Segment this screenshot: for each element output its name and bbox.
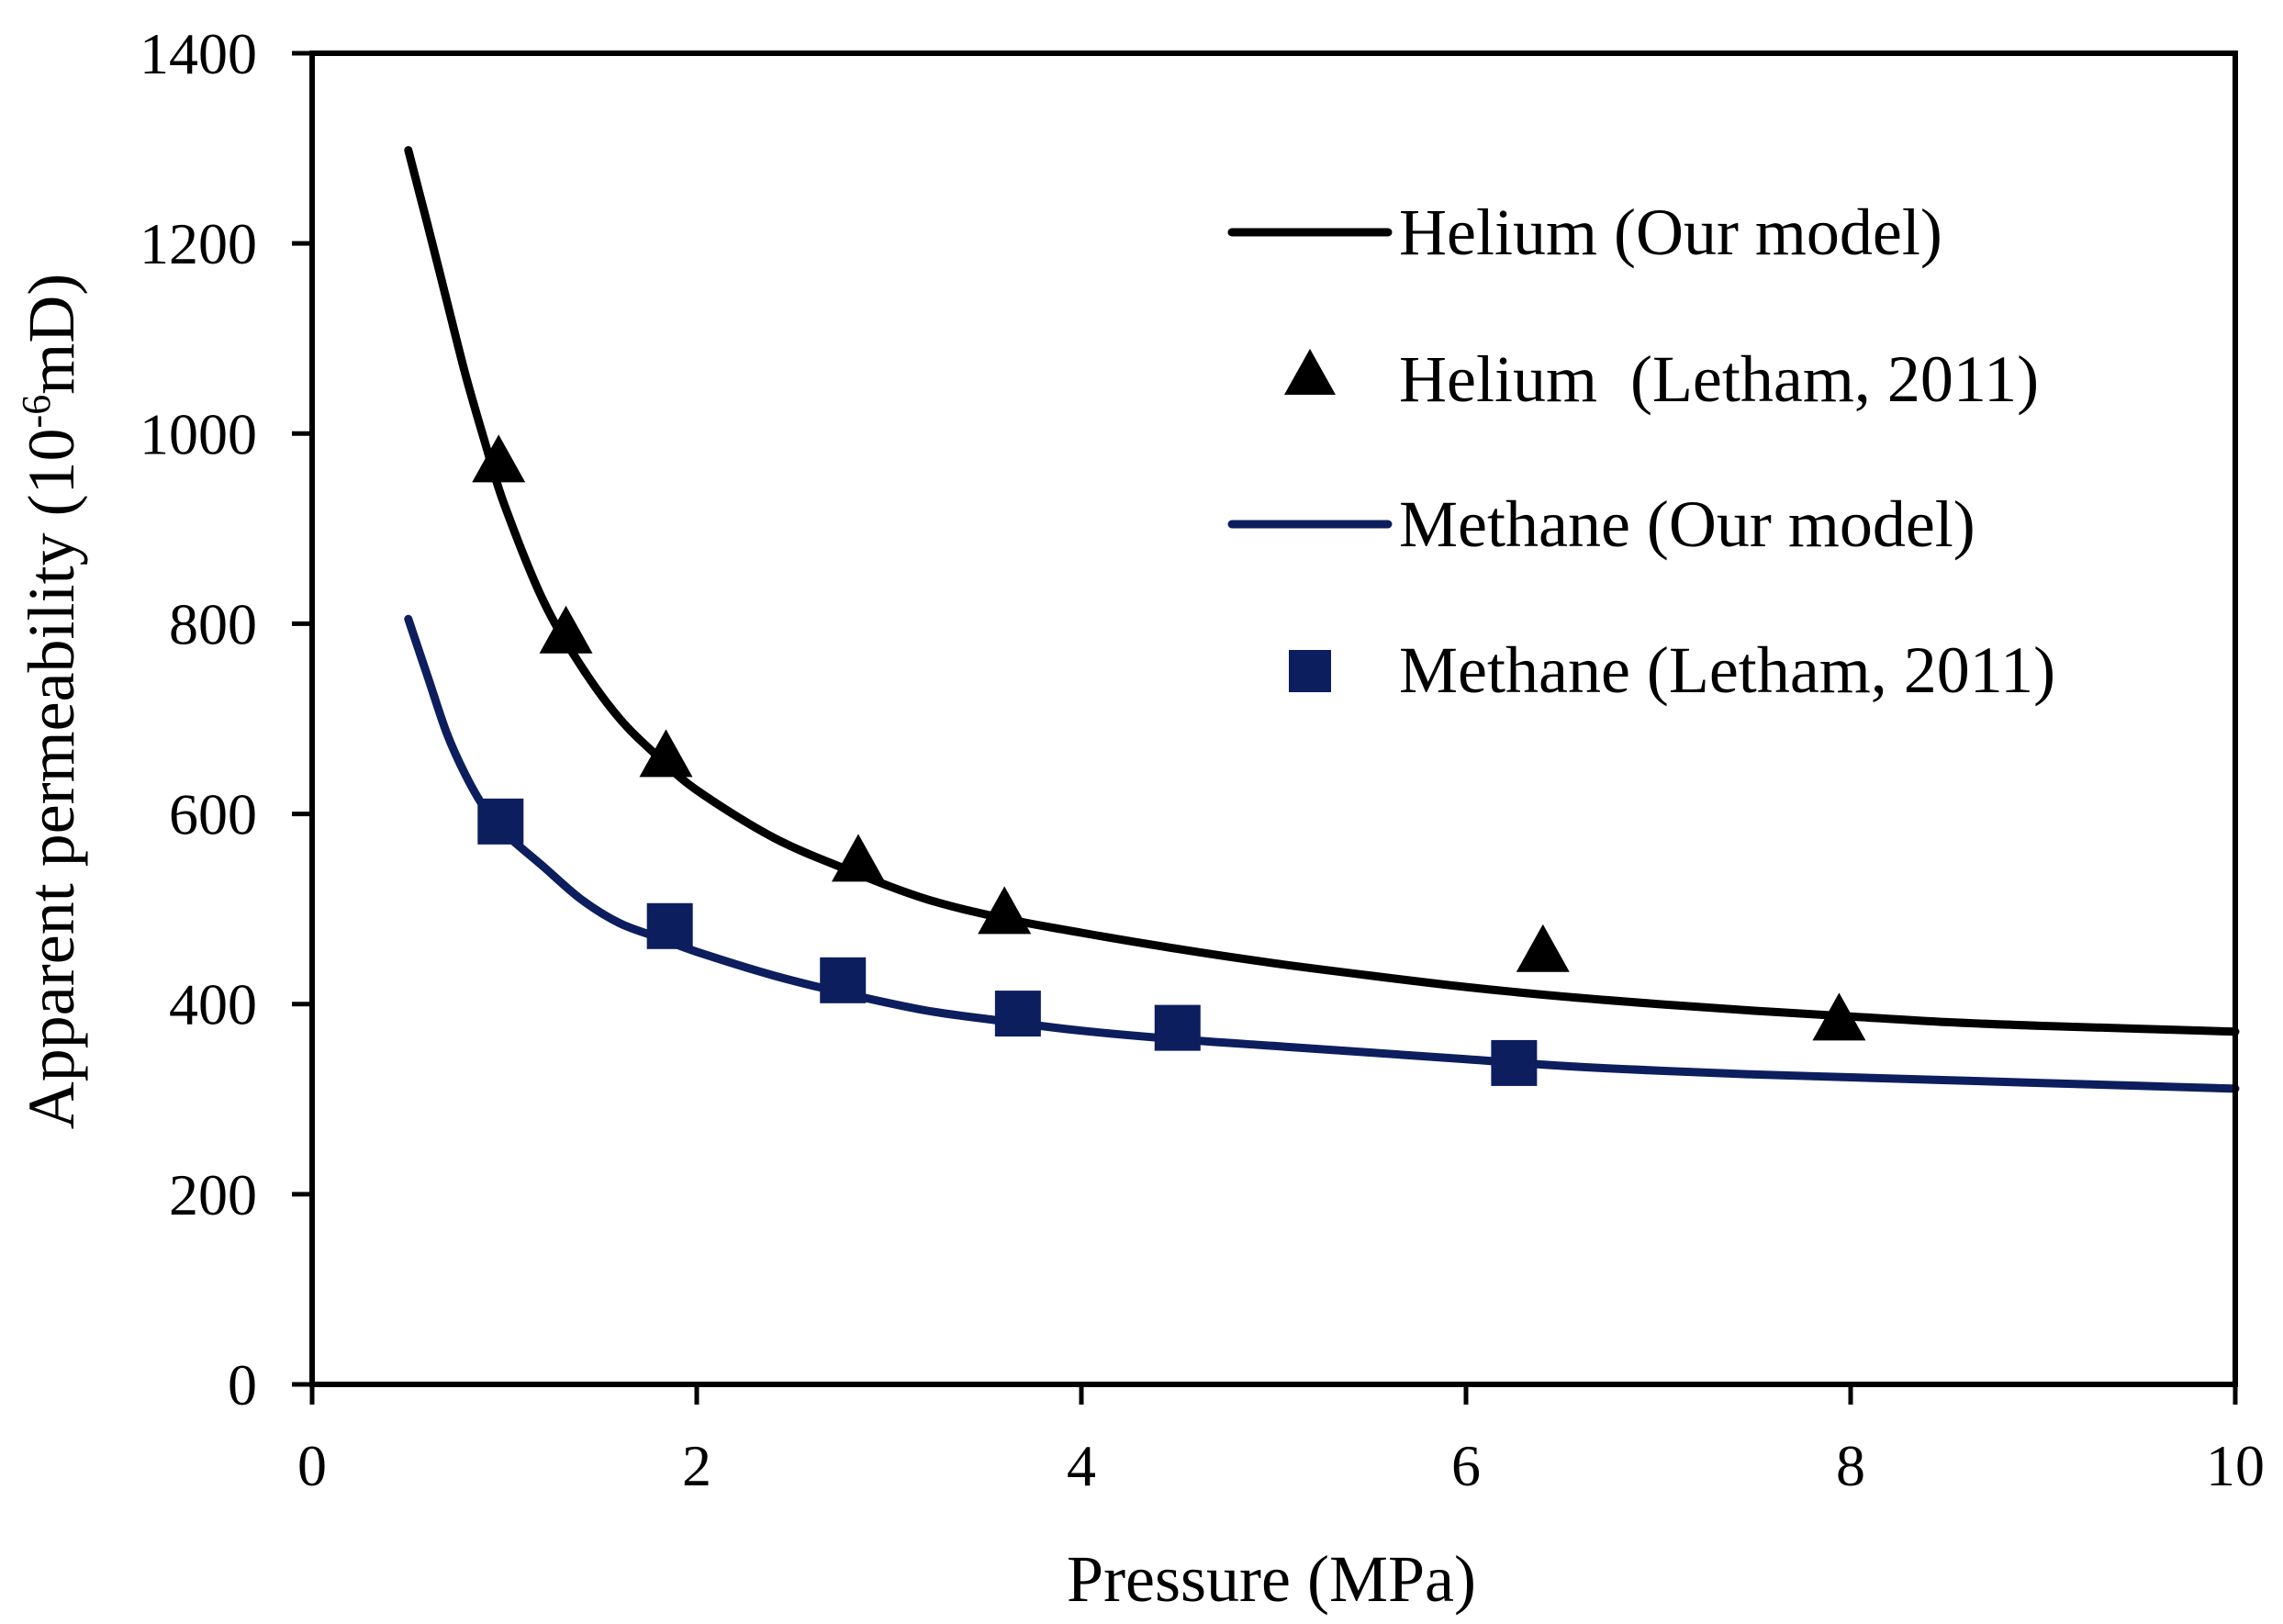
plot-frame (309, 50, 2238, 1387)
x-tick-label: 0 (297, 1433, 327, 1498)
y-axis-title-exponent: -6 (14, 395, 59, 429)
legend-item-helium-data: Helium (Letham, 2011) (1284, 342, 2039, 416)
legend-marker-triangle (1284, 349, 1336, 395)
y-axis-tick-labels: 0 200 400 600 800 1000 1200 1400 (140, 21, 257, 1417)
y-tick-label: 0 (228, 1352, 257, 1417)
y-axis-ticks (292, 50, 312, 1387)
series-1 (472, 434, 1866, 1041)
y-tick-label: 1000 (140, 401, 257, 466)
y-axis-title: Apparent permeability (10-6mD) (14, 274, 88, 1129)
legend-marker-square (1289, 650, 1331, 692)
y-axis-title-suffix: mD) (15, 274, 88, 395)
data-point-square (1491, 1039, 1538, 1086)
y-tick-label: 1200 (140, 211, 257, 276)
data-point-triangle (1812, 992, 1866, 1041)
data-point-square (646, 902, 693, 949)
legend-label-methane-model: Methane (Our model) (1399, 487, 1975, 561)
legend-item-methane-model: Methane (Our model) (1227, 487, 1975, 561)
data-point-triangle (1516, 924, 1570, 972)
x-tick-label: 6 (1451, 1433, 1481, 1498)
y-tick-label: 200 (169, 1162, 257, 1227)
x-axis-tick-labels: 0 2 4 6 8 10 (297, 1433, 2265, 1498)
data-point-triangle (831, 834, 885, 882)
legend-item-methane-data: Methane (Letham, 2011) (1289, 633, 2055, 707)
y-tick-label: 600 (169, 782, 257, 847)
x-tick-label: 2 (682, 1433, 711, 1498)
y-tick-label: 400 (169, 972, 257, 1037)
x-tick-label: 4 (1067, 1433, 1096, 1498)
y-axis-title-prefix: Apparent permeability (10 (15, 428, 88, 1129)
x-axis-ticks (309, 1384, 2238, 1405)
legend: Helium (Our model) Helium (Letham, 2011)… (1227, 196, 2055, 707)
series-3 (477, 798, 1538, 1086)
data-point-square (477, 798, 524, 845)
data-point-square (994, 991, 1041, 1037)
x-axis-title: Pressure (MPa) (1067, 1542, 1476, 1616)
legend-label-helium-data: Helium (Letham, 2011) (1399, 342, 2039, 416)
x-tick-label: 10 (2206, 1433, 2265, 1498)
data-point-square (820, 957, 867, 1003)
x-tick-label: 8 (1836, 1433, 1865, 1498)
data-point-triangle (539, 605, 593, 654)
data-point-triangle (978, 886, 1032, 935)
y-tick-label: 800 (169, 591, 257, 656)
y-tick-label: 1400 (140, 21, 257, 86)
legend-label-helium-model: Helium (Our model) (1399, 196, 1942, 269)
data-point-triangle (639, 729, 693, 778)
data-point-square (1154, 1004, 1201, 1051)
plot-series (404, 146, 2240, 1093)
legend-item-helium-model: Helium (Our model) (1227, 196, 1942, 269)
data-point-triangle (472, 434, 526, 483)
legend-label-methane-data: Methane (Letham, 2011) (1399, 633, 2055, 707)
